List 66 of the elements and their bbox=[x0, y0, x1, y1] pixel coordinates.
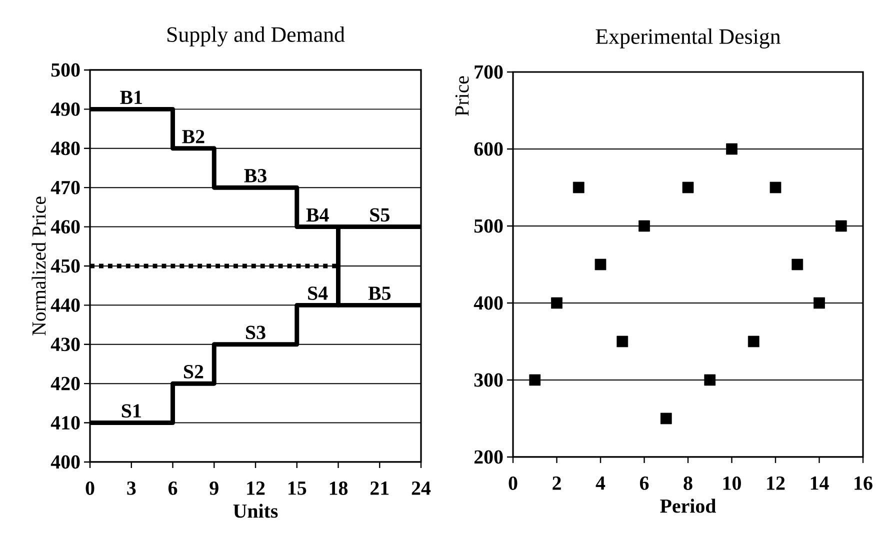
point bbox=[726, 143, 738, 155]
y-tick-label: 400 bbox=[50, 455, 80, 469]
x-tick-label: 16 bbox=[854, 476, 872, 490]
y-tick-label: 600 bbox=[474, 142, 503, 156]
x-tick-label: 6 bbox=[168, 482, 178, 495]
x-tick-label: 15 bbox=[288, 482, 306, 495]
x-tick-label: 9 bbox=[210, 482, 218, 495]
y-tick-label: 700 bbox=[474, 65, 503, 79]
y-axis-title: Normalized Price bbox=[32, 196, 46, 336]
annotation: B1 bbox=[120, 90, 142, 104]
annotation: S3 bbox=[246, 326, 266, 340]
y-tick-label: 410 bbox=[50, 416, 80, 430]
annotation: S1 bbox=[122, 404, 141, 418]
x-tick-label: 6 bbox=[640, 476, 649, 490]
point bbox=[835, 220, 847, 232]
x-tick-label: 12 bbox=[767, 476, 785, 490]
y-tick-label: 400 bbox=[474, 296, 503, 310]
x-tick-label: 18 bbox=[330, 482, 348, 495]
y-tick-label: 490 bbox=[50, 102, 80, 116]
point bbox=[638, 220, 650, 232]
x-axis-title: Period bbox=[660, 498, 716, 513]
y-tick-label: 480 bbox=[50, 142, 80, 156]
annotation: B3 bbox=[244, 169, 266, 182]
annotation: S4 bbox=[308, 286, 328, 300]
x-tick-label: 10 bbox=[723, 476, 741, 490]
y-tick-label: 430 bbox=[50, 338, 80, 352]
y-tick-label: 500 bbox=[51, 63, 80, 77]
chart-title: Supply and Demand bbox=[167, 26, 345, 46]
point bbox=[572, 182, 584, 194]
point bbox=[748, 336, 760, 348]
y-tick-label: 300 bbox=[474, 373, 503, 387]
point bbox=[814, 297, 825, 309]
y-tick-label: 450 bbox=[50, 259, 80, 273]
annotation: S2 bbox=[184, 365, 204, 378]
x-tick-label: 12 bbox=[247, 482, 265, 495]
x-tick-label: 2 bbox=[552, 476, 561, 490]
y-axis-title: Price bbox=[455, 76, 469, 116]
x-tick-label: 4 bbox=[596, 476, 606, 490]
x-tick-label: 14 bbox=[810, 476, 829, 490]
point bbox=[792, 258, 804, 270]
point bbox=[704, 374, 716, 386]
y-tick-label: 420 bbox=[50, 376, 80, 390]
y-tick-label: 470 bbox=[50, 180, 80, 194]
point bbox=[660, 412, 672, 424]
x-tick-label: 0 bbox=[86, 482, 94, 495]
annotation: B5 bbox=[368, 286, 391, 300]
y-tick-label: 500 bbox=[474, 219, 503, 233]
point bbox=[616, 336, 628, 348]
x-tick-label: 24 bbox=[412, 482, 431, 495]
chart-title: Experimental Design bbox=[596, 28, 780, 48]
annotation: B4 bbox=[306, 208, 329, 222]
x-tick-label: 0 bbox=[508, 476, 518, 490]
x-tick-label: 3 bbox=[127, 482, 136, 495]
annotation: B2 bbox=[182, 130, 204, 144]
point bbox=[594, 258, 606, 270]
x-tick-label: 21 bbox=[370, 482, 389, 495]
point bbox=[551, 297, 562, 309]
point bbox=[682, 182, 694, 194]
x-axis-title: Units bbox=[233, 504, 278, 518]
x-tick-label: 8 bbox=[684, 476, 692, 490]
y-tick-label: 200 bbox=[474, 450, 503, 464]
point bbox=[529, 374, 541, 386]
y-tick-label: 460 bbox=[50, 220, 80, 234]
point bbox=[770, 182, 782, 194]
y-tick-label: 440 bbox=[50, 298, 80, 312]
annotation: S5 bbox=[370, 208, 390, 222]
